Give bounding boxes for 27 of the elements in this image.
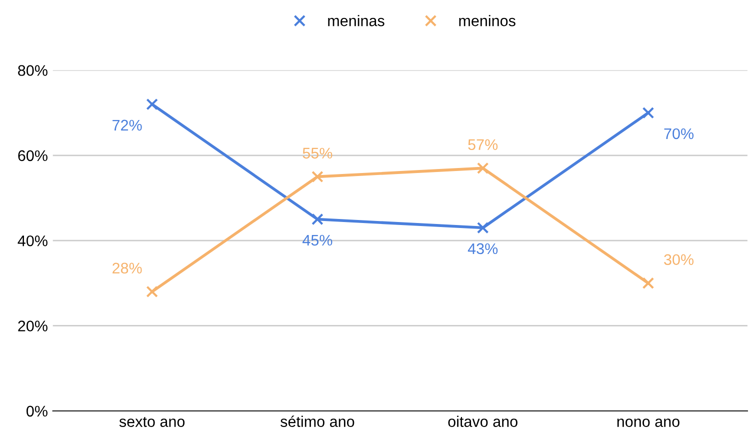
data-label: 70% xyxy=(664,128,694,140)
data-label: 45% xyxy=(302,234,332,246)
legend-label: meninos xyxy=(459,14,516,26)
x-tick-label: oitavo ano xyxy=(448,416,518,427)
point xyxy=(312,213,324,226)
x-tick-label: sétimo ano xyxy=(280,416,354,427)
data-label: 57% xyxy=(468,139,498,150)
data-label: 28% xyxy=(112,262,142,274)
point xyxy=(642,277,654,290)
point xyxy=(476,222,489,234)
legend-label: meninas xyxy=(328,14,384,26)
point xyxy=(146,286,158,298)
point xyxy=(146,98,158,110)
data-label: 55% xyxy=(302,148,332,159)
data-label: 72% xyxy=(112,120,142,131)
data-label: 30% xyxy=(664,254,694,266)
point xyxy=(642,106,654,119)
point xyxy=(476,162,489,174)
y-tick-label: 20% xyxy=(18,320,48,332)
x-tick-label: sexto ano xyxy=(119,416,185,427)
point xyxy=(312,170,324,183)
y-tick-label: 40% xyxy=(18,235,48,246)
x-tick-label: nono ano xyxy=(617,418,680,427)
y-tick-label: 0% xyxy=(26,406,48,417)
data-label: 43% xyxy=(468,243,498,254)
y-tick-label: 80% xyxy=(18,65,48,76)
y-tick-label: 60% xyxy=(18,150,48,162)
